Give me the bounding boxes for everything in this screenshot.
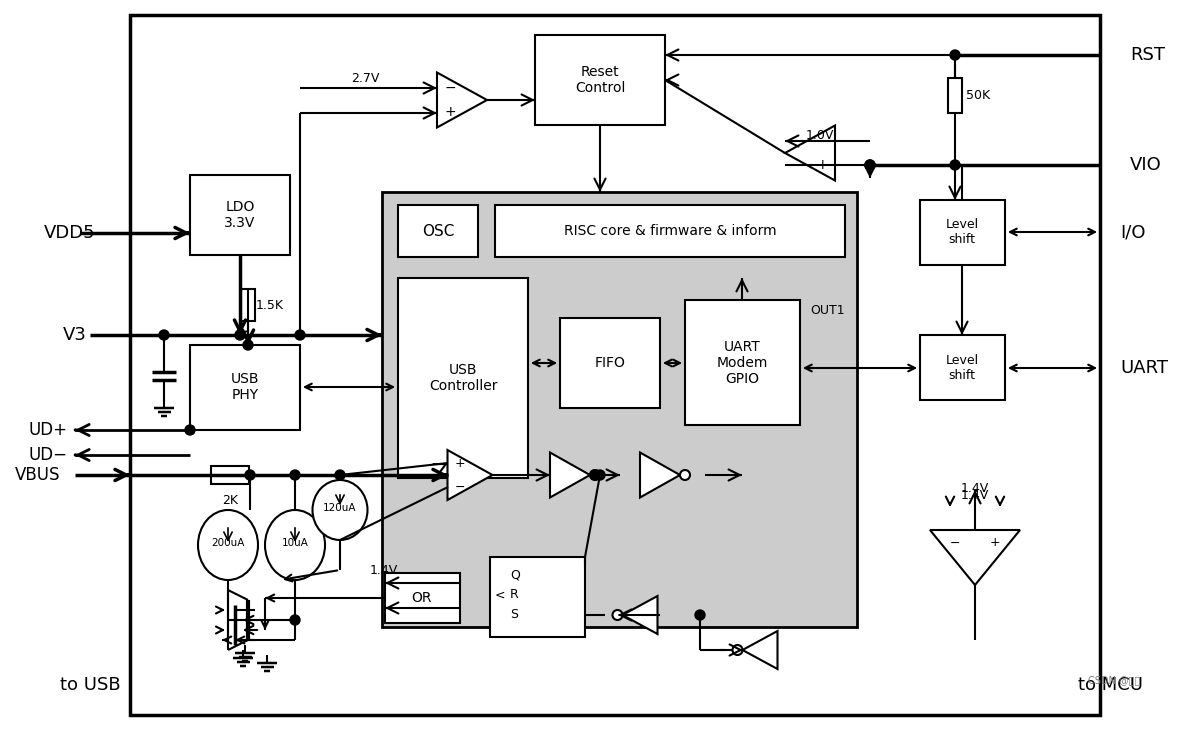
Circle shape <box>695 610 704 620</box>
Text: 2.7V: 2.7V <box>352 71 380 85</box>
Bar <box>685 300 800 425</box>
Circle shape <box>950 50 960 60</box>
Text: V3: V3 <box>63 326 87 344</box>
Text: −: − <box>455 481 466 493</box>
Circle shape <box>595 470 605 480</box>
Text: −: − <box>816 134 828 148</box>
Bar <box>241 289 255 321</box>
Text: OUT1: OUT1 <box>810 304 845 317</box>
Circle shape <box>295 330 305 340</box>
Text: +: + <box>990 537 1000 550</box>
Text: <: < <box>494 589 505 601</box>
Text: +: + <box>455 456 466 470</box>
Bar <box>129 15 1100 715</box>
Bar <box>920 200 1005 265</box>
Circle shape <box>235 330 245 340</box>
Polygon shape <box>930 530 1020 585</box>
Text: USB
PHY: USB PHY <box>230 372 259 402</box>
Bar <box>948 77 962 112</box>
Text: VBUS: VBUS <box>14 466 61 484</box>
Circle shape <box>865 160 876 170</box>
Polygon shape <box>785 126 835 181</box>
Ellipse shape <box>312 480 367 540</box>
Polygon shape <box>742 631 777 669</box>
Circle shape <box>244 340 253 350</box>
Text: UART
Modem
GPIO: UART Modem GPIO <box>716 340 767 386</box>
Text: 1.4V: 1.4V <box>369 564 398 576</box>
Text: UD−: UD− <box>29 446 68 464</box>
Text: 10uA: 10uA <box>282 538 309 548</box>
Polygon shape <box>623 596 657 634</box>
Text: FIFO: FIFO <box>594 356 625 370</box>
Text: Level
shift: Level shift <box>946 218 979 246</box>
Bar <box>920 335 1005 400</box>
Polygon shape <box>437 73 487 127</box>
Text: UART: UART <box>1120 359 1168 377</box>
Text: S: S <box>510 609 518 622</box>
Bar <box>211 466 249 484</box>
Text: 1.0V: 1.0V <box>805 129 834 142</box>
Text: RST: RST <box>1130 46 1165 64</box>
Text: −: − <box>949 537 960 550</box>
Bar <box>495 205 845 257</box>
Circle shape <box>185 425 195 435</box>
Bar <box>190 345 301 430</box>
Text: Level
shift: Level shift <box>946 354 979 382</box>
Circle shape <box>590 470 600 480</box>
Polygon shape <box>448 450 493 500</box>
Bar <box>489 557 584 637</box>
Text: to USB: to USB <box>59 676 120 694</box>
Circle shape <box>290 615 301 625</box>
Bar <box>398 205 478 257</box>
Text: OSC: OSC <box>422 223 454 238</box>
Text: 2K: 2K <box>222 493 238 506</box>
Text: R: R <box>510 589 519 601</box>
Text: +: + <box>816 158 828 172</box>
Text: USB
Controller: USB Controller <box>429 363 498 393</box>
Circle shape <box>159 330 169 340</box>
Bar <box>383 192 857 627</box>
Bar <box>398 278 527 478</box>
Text: Q: Q <box>510 568 520 581</box>
Ellipse shape <box>198 510 258 580</box>
Text: to MCU: to MCU <box>1078 676 1143 694</box>
Polygon shape <box>640 453 680 498</box>
Circle shape <box>245 470 255 480</box>
Text: RISC core & firmware & inform: RISC core & firmware & inform <box>563 224 776 238</box>
Text: 120uA: 120uA <box>323 503 356 513</box>
Text: 50K: 50K <box>966 88 990 101</box>
Circle shape <box>613 610 623 620</box>
Text: UD+: UD+ <box>29 421 68 439</box>
Text: −: − <box>444 81 456 95</box>
Circle shape <box>733 645 742 655</box>
Circle shape <box>680 470 690 480</box>
Text: 1.5K: 1.5K <box>255 298 284 312</box>
Text: 1.4V: 1.4V <box>961 481 990 495</box>
Circle shape <box>865 160 876 170</box>
Text: LDO
3.3V: LDO 3.3V <box>225 200 255 230</box>
Text: OR: OR <box>412 591 432 605</box>
Text: VDD5: VDD5 <box>44 224 96 242</box>
Circle shape <box>290 470 301 480</box>
Text: Reset
Control: Reset Control <box>575 65 625 95</box>
Text: 200uA: 200uA <box>211 538 245 548</box>
Bar <box>535 35 665 125</box>
Bar <box>385 573 460 623</box>
Text: +: + <box>444 105 456 119</box>
Circle shape <box>335 470 345 480</box>
Text: I/O: I/O <box>1120 223 1145 241</box>
Polygon shape <box>550 453 590 498</box>
Ellipse shape <box>265 510 326 580</box>
Text: 1.4V: 1.4V <box>961 489 990 501</box>
Text: VIO: VIO <box>1130 156 1162 174</box>
Bar <box>560 318 661 408</box>
Circle shape <box>590 470 600 480</box>
Text: CSDN @易板: CSDN @易板 <box>1088 675 1140 685</box>
Bar <box>190 175 290 255</box>
Circle shape <box>950 160 960 170</box>
